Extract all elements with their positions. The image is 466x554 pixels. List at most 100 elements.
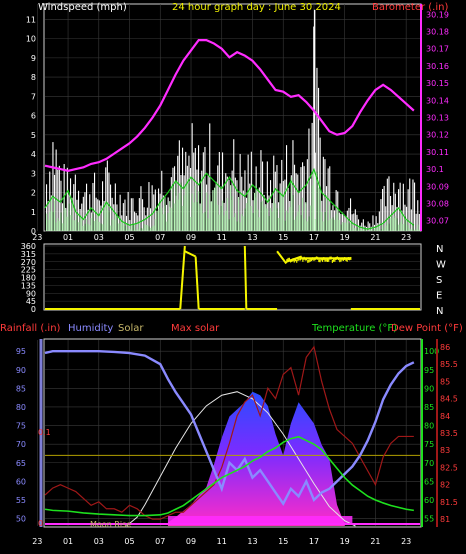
wind-average-bar xyxy=(156,210,158,231)
wind-gust-bar xyxy=(177,155,179,231)
wind-gust-bar xyxy=(402,183,404,231)
wind-average-bar xyxy=(401,210,403,231)
legend-rainfall: Rainfall (.in) xyxy=(0,323,61,334)
direction-tick: 315 xyxy=(21,250,36,259)
wind-direction-mark xyxy=(331,259,333,263)
barometer-tick: 30.15 xyxy=(426,79,449,88)
wind-average-bar xyxy=(418,229,420,231)
dewpoint-tick: 86 xyxy=(440,343,450,352)
wind-direction-mark xyxy=(325,258,327,262)
wind-gust-bar xyxy=(134,211,136,231)
wind-gust-bar xyxy=(228,179,230,231)
humidity-tick: 55 xyxy=(16,496,26,505)
wind-average-bar xyxy=(348,223,350,231)
dewpoint-tick: 83.5 xyxy=(440,429,458,438)
wind-direction-mark xyxy=(305,257,308,261)
wind-gust-bar xyxy=(148,182,150,231)
legend-max-solar: Max solar xyxy=(171,323,220,334)
wind-direction-mark xyxy=(350,256,352,260)
wind-average-bar xyxy=(266,208,268,231)
wind-average-bar xyxy=(329,205,331,231)
wind-average-bar xyxy=(46,213,48,231)
wind-gust-bar xyxy=(329,166,331,231)
wind-average-bar xyxy=(114,215,116,231)
wind-direction-mark xyxy=(321,258,324,262)
wind-average-bar xyxy=(359,228,361,231)
wind-average-bar xyxy=(350,222,352,231)
wind-gust-bar xyxy=(335,190,337,231)
windspeed-tick: 6 xyxy=(31,112,36,121)
wind-average-bar xyxy=(84,223,86,231)
wind-average-bar xyxy=(406,220,408,231)
wind-time-tick: 03 xyxy=(94,233,104,242)
wind-gust-bars xyxy=(46,9,420,232)
wind-average-bar xyxy=(412,224,414,231)
temperature-tick: 65 xyxy=(424,477,434,486)
rain-tick-label: 0 xyxy=(38,519,43,528)
wind-average-bar xyxy=(47,219,49,231)
wind-average-bar xyxy=(342,222,344,231)
wind-average-bar xyxy=(186,179,188,231)
wind-time-tick: 07 xyxy=(155,233,165,242)
wind-average-bar xyxy=(358,226,360,231)
wind-average-bar xyxy=(244,208,246,231)
wind-average-bar xyxy=(209,194,211,231)
wind-average-bar xyxy=(79,215,81,231)
wind-gust-bar xyxy=(60,180,62,231)
wind-gust-bar xyxy=(70,178,72,231)
wind-average-bar xyxy=(324,211,326,231)
wind-direction-mark xyxy=(347,257,349,261)
wind-direction-segment xyxy=(179,245,186,310)
wind-average-bar xyxy=(220,205,222,231)
wind-gust-bar xyxy=(284,179,286,231)
compass-label: W xyxy=(436,260,446,271)
wind-average-bar xyxy=(212,190,214,231)
wind-gust-bar xyxy=(182,147,184,231)
wind-gust-bar xyxy=(414,182,416,231)
wind-average-bar xyxy=(281,193,283,231)
wind-time-tick: 21 xyxy=(370,233,380,242)
wind-average-bar xyxy=(134,224,136,231)
wind-direction-mark xyxy=(324,258,326,262)
wind-average-bar xyxy=(364,228,366,231)
dewpoint-tick: 84.5 xyxy=(440,395,458,404)
humidity-tick: 95 xyxy=(16,347,26,356)
barometer-axis-label: Barometer (.in) xyxy=(372,2,448,13)
wind-direction-mark xyxy=(312,257,314,261)
wind-average-bar xyxy=(210,201,212,231)
legend-temperature: Temperature (°F) xyxy=(311,323,397,334)
wind-gust-bar xyxy=(89,194,91,231)
wind-average-bar xyxy=(127,228,129,231)
wind-average-bar xyxy=(330,218,332,231)
wind-average-bar xyxy=(322,221,324,231)
direction-tick: 180 xyxy=(21,274,36,283)
wind-average-bar xyxy=(95,218,97,231)
wind-direction-mark xyxy=(340,258,342,262)
wind-gust-bar xyxy=(225,173,227,231)
wind-direction-segment xyxy=(243,245,248,310)
wind-gust-bar xyxy=(418,213,420,231)
wind-average-bar xyxy=(183,195,185,231)
wind-average-bar xyxy=(153,225,155,231)
wind-direction-segment xyxy=(285,255,302,263)
barometer-tick: 30.07 xyxy=(426,217,449,226)
wind-direction-mark xyxy=(344,257,346,261)
wind-average-bar xyxy=(150,227,152,231)
wind-average-bar xyxy=(233,217,235,231)
wind-average-bar xyxy=(270,207,272,231)
barometer-tick: 30.18 xyxy=(426,28,449,37)
legend-humidity: Humidity xyxy=(68,323,113,334)
wind-average-bar xyxy=(394,216,396,231)
wind-gust-bar xyxy=(95,197,97,231)
wind-average-bar xyxy=(60,212,62,231)
wind-direction-mark xyxy=(335,256,337,260)
wind-direction-mark xyxy=(308,259,310,263)
wind-average-bar xyxy=(335,214,337,231)
wind-average-bar xyxy=(268,216,270,231)
wind-average-bar xyxy=(260,202,262,231)
wind-gust-bar xyxy=(313,9,316,232)
wind-average-bar xyxy=(108,210,110,231)
dewpoint-tick: 85.5 xyxy=(440,360,458,369)
wind-average-bar xyxy=(113,219,115,231)
wind-average-bar xyxy=(334,219,336,231)
